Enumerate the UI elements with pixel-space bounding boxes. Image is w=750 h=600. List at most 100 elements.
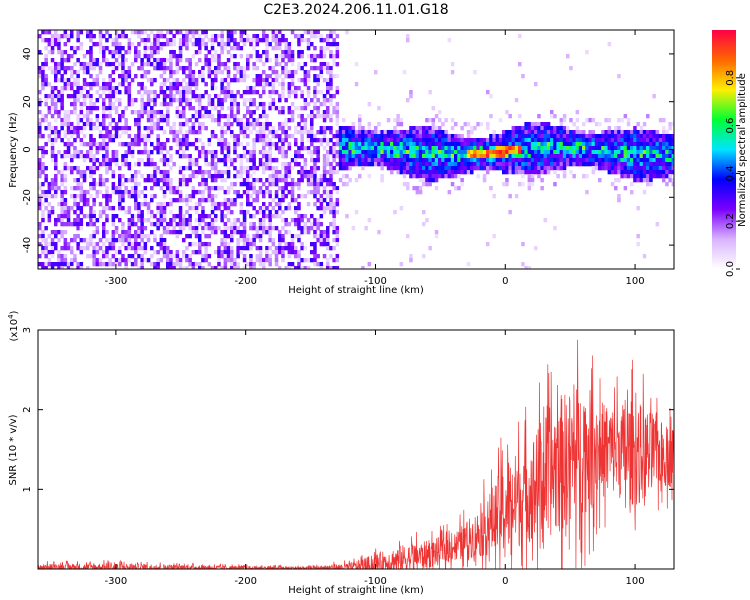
spectrogram-cell: [313, 250, 317, 255]
spectrogram-cell: [108, 198, 112, 203]
spectrogram-cell: [204, 106, 208, 111]
spectrogram-cell: [466, 166, 471, 171]
spectrogram-cell: [354, 130, 359, 135]
spectrogram-cell: [617, 130, 621, 135]
spectrogram-cell: [207, 190, 212, 195]
spectrogram-cell: [207, 162, 212, 167]
spectrogram-cell: [332, 150, 336, 155]
spectrogram-cell: [399, 146, 404, 151]
spectrogram-cell: [255, 34, 260, 39]
spectrogram-cell: [354, 62, 359, 67]
spectrogram-cell: [262, 90, 266, 95]
spectrogram-cell: [63, 178, 68, 183]
spectrogram-cell: [198, 242, 202, 247]
spectrogram-cell: [239, 210, 244, 215]
spectrogram-cell: [287, 118, 292, 123]
spectrogram-cell: [287, 250, 292, 255]
spectrogram-cell: [530, 170, 535, 175]
spectrogram-cell: [249, 266, 253, 269]
spectrogram-cell: [233, 174, 237, 179]
spectrogram-cell: [66, 34, 71, 39]
spectrogram-cell: [258, 222, 263, 227]
spectrogram-cell: [44, 58, 48, 63]
spectrogram-cell: [194, 138, 199, 143]
spectrogram-cell: [188, 154, 192, 159]
spectrogram-cell: [236, 254, 240, 259]
spectrogram-cell: [118, 142, 122, 147]
spectrogram-cell: [284, 178, 288, 183]
spectrogram-cell: [265, 74, 269, 79]
spectrogram-cell: [252, 162, 256, 167]
spectrogram-cell: [70, 66, 74, 71]
spectrogram-cell: [230, 250, 234, 255]
spectrogram-cell: [553, 170, 557, 175]
spectrogram-cell: [89, 174, 93, 179]
spectrogram-cell: [591, 142, 596, 147]
spectrogram-cell: [329, 50, 333, 55]
spectrogram-cell: [137, 54, 141, 59]
spectrogram-cell: [338, 158, 343, 163]
spectrogram-cell: [287, 74, 292, 79]
spectrogram-cell: [207, 262, 212, 267]
spectrogram-cell: [255, 226, 260, 231]
spectrogram-cell: [316, 234, 320, 239]
spectrogram-cell: [137, 122, 141, 127]
spectrogram-cell: [370, 130, 375, 135]
spectrogram-cell: [143, 162, 148, 167]
spectrogram-cell: [143, 194, 148, 199]
spectrogram-cell: [572, 150, 576, 155]
spectrogram-cell: [252, 154, 256, 159]
spectrogram-cell: [431, 166, 436, 171]
spectrogram-cell: [198, 182, 202, 187]
spectrogram-cell: [290, 78, 295, 83]
spectrogram-cell: [246, 202, 250, 207]
spectrogram-cell: [102, 118, 106, 123]
spectrogram-cell: [169, 70, 173, 75]
spectrogram-cell: [287, 254, 292, 259]
spectrogram-cell: [569, 66, 573, 71]
spectrogram-cell: [191, 190, 196, 195]
spectrogram-cell: [300, 90, 304, 95]
spectrogram-cell: [124, 266, 128, 269]
spectrogram-cell: [252, 226, 256, 231]
spectrogram-cell: [306, 86, 311, 91]
spectrogram-cell: [226, 150, 231, 155]
spectrogram-cell: [89, 82, 93, 87]
spectrogram-cell: [422, 158, 426, 163]
spectrogram-cell: [73, 46, 77, 51]
spectrogram-cell: [585, 174, 589, 179]
spectrogram-cell: [556, 166, 560, 171]
spectrogram-cell: [146, 114, 151, 119]
spectrogram-cell: [182, 42, 186, 47]
spectrogram-cell: [303, 30, 308, 35]
spectrogram-cell: [556, 142, 560, 147]
spectrogram-cell: [226, 90, 231, 95]
spectrogram-cell: [409, 170, 413, 175]
spectrogram-cell: [521, 262, 525, 267]
spectrogram-cell: [134, 170, 138, 175]
spectrogram-cell: [60, 54, 64, 59]
spectrogram-cell: [175, 190, 180, 195]
spectrogram-cell: [201, 242, 205, 247]
spectrogram-cell: [524, 266, 528, 269]
spectrogram-cell: [306, 178, 311, 183]
spectrogram-cell: [236, 266, 240, 269]
spectrogram-cell: [335, 46, 340, 51]
spectrogram-cell: [143, 138, 148, 143]
spectrogram-cell: [60, 66, 64, 71]
spectrogram-cell: [118, 74, 122, 79]
spectrogram-cell: [585, 146, 589, 151]
spectrogram-cell: [105, 150, 109, 155]
spectrogram-cell: [281, 150, 285, 155]
spectrogram-cell: [166, 178, 170, 183]
spectrogram-cell: [236, 242, 240, 247]
spectrogram-cell: [265, 58, 269, 63]
spectrogram-cell: [479, 146, 484, 151]
spectrogram-cell: [246, 34, 250, 39]
spectrogram-cell: [249, 258, 253, 263]
spectrogram-cell: [572, 146, 576, 151]
spectrogram-cell: [226, 166, 231, 171]
spectrogram-cell: [44, 246, 48, 251]
spectrogram-cell: [169, 82, 173, 87]
spectrogram-cell: [329, 34, 333, 39]
